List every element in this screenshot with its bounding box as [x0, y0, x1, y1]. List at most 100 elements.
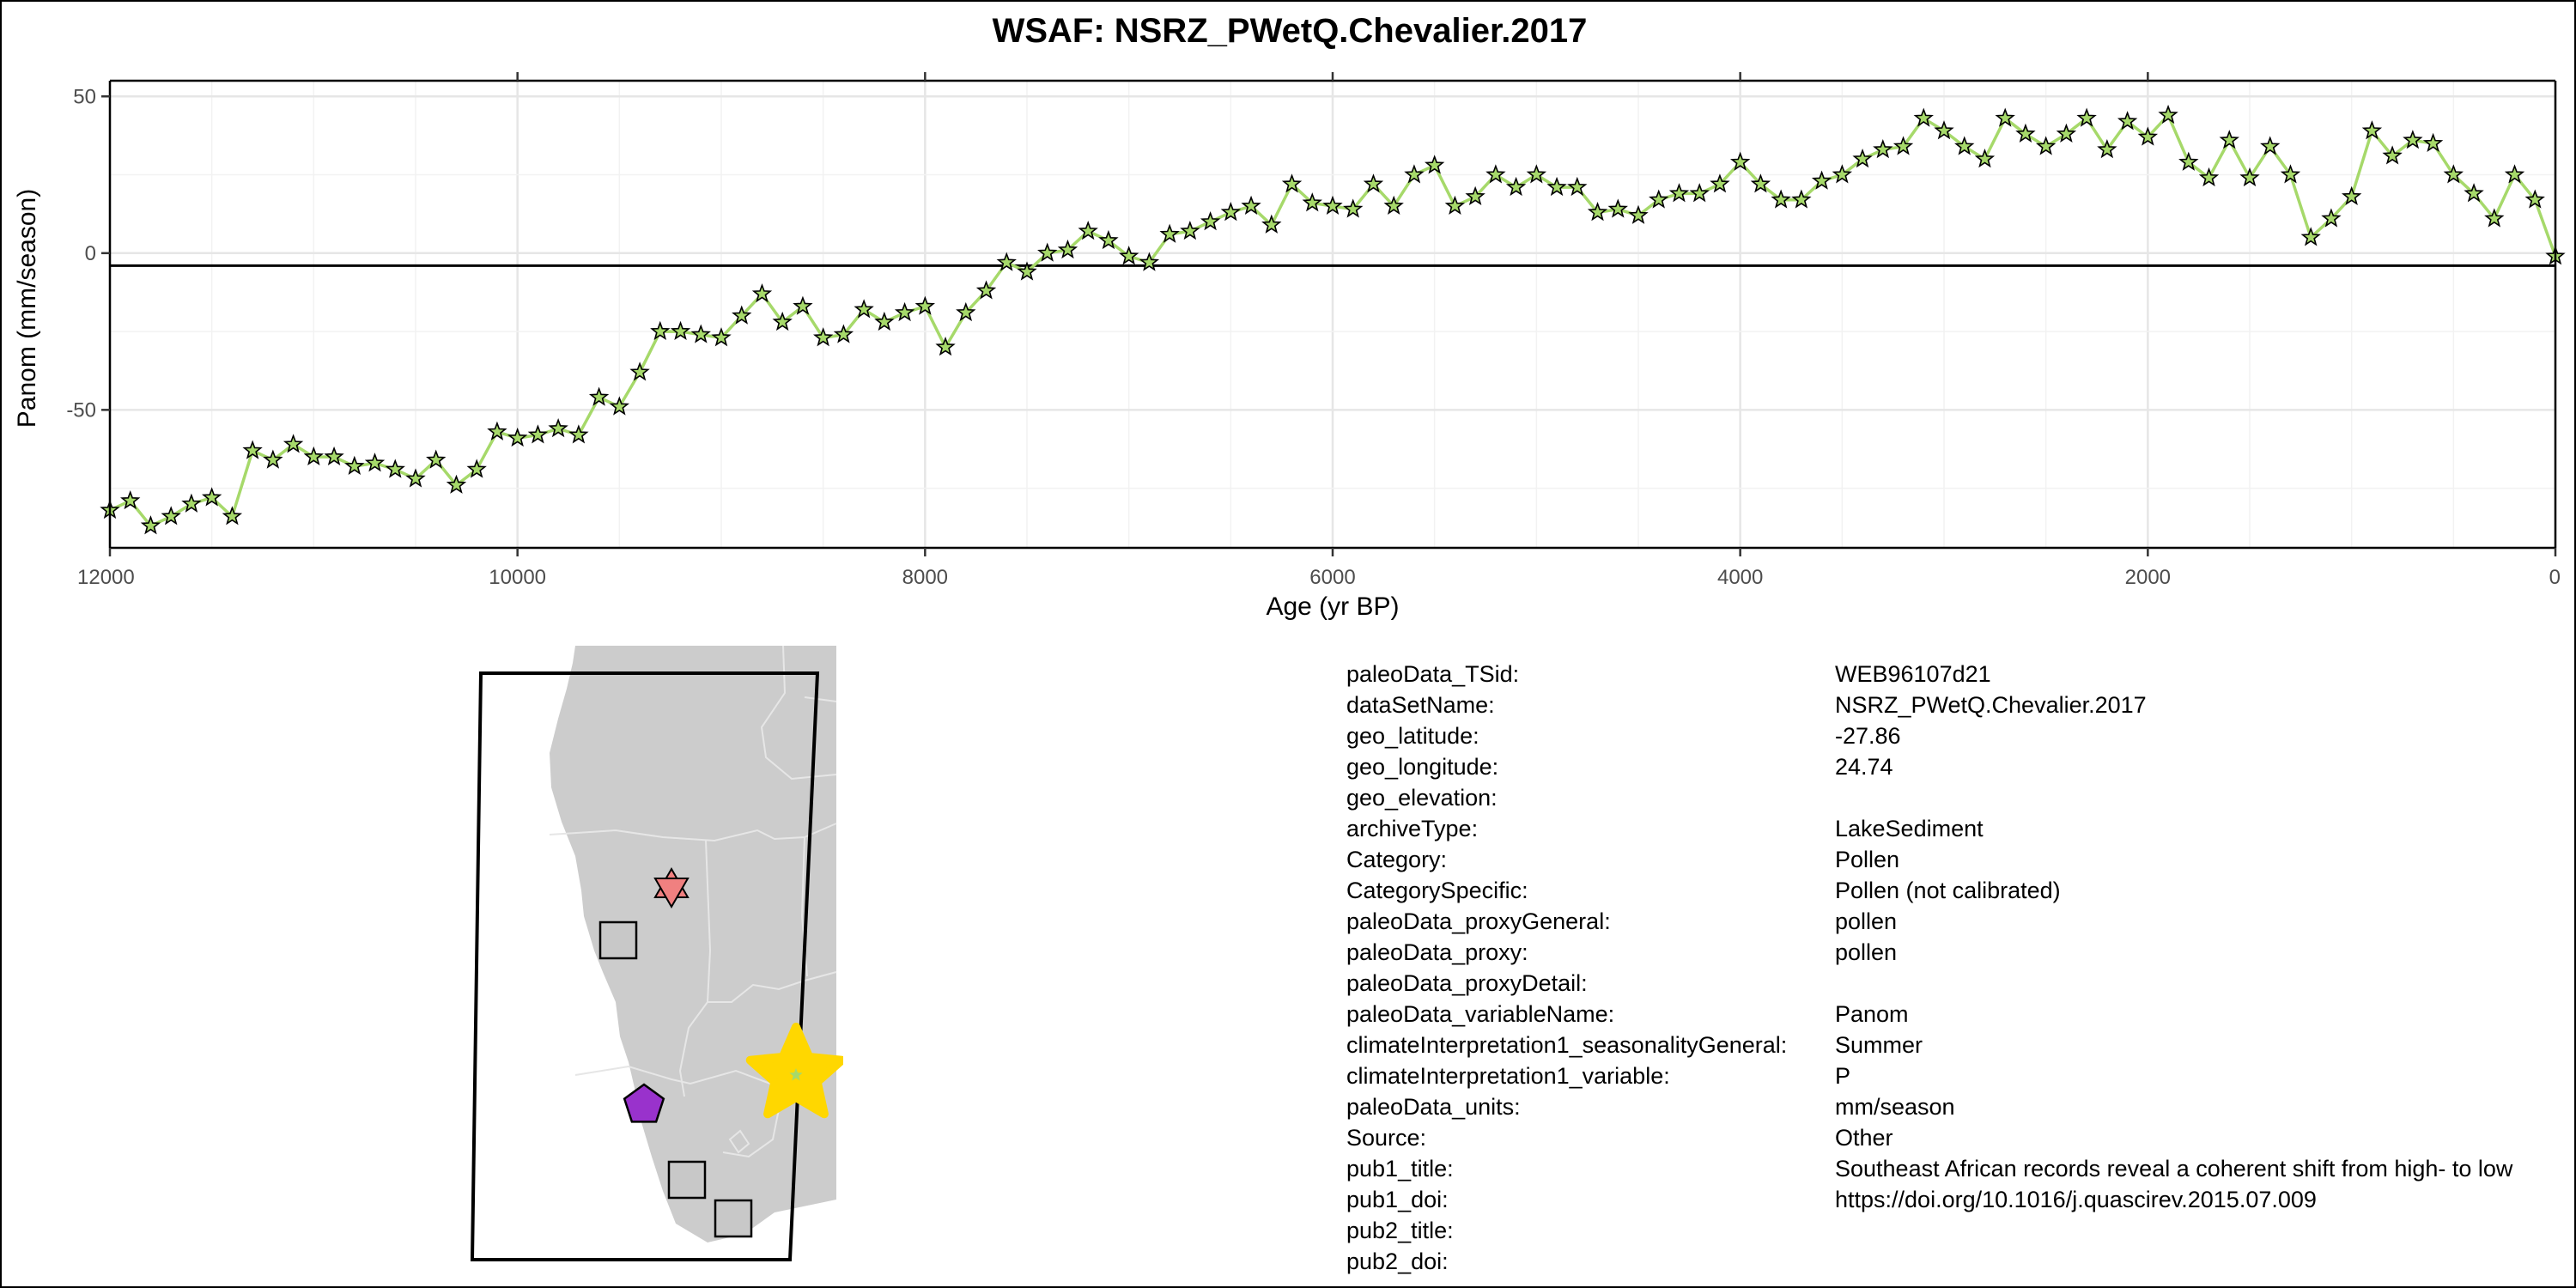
data-point: [426, 449, 447, 469]
data-point: [1078, 220, 1098, 240]
data-point: [1404, 164, 1425, 184]
metadata-value: Pollen: [1835, 847, 1900, 872]
timeseries-plot: 12000 10000 8000 6000 4000 2000 0 50 0 -50: [66, 72, 2566, 589]
metadata-key: CategorySpecific:: [1346, 878, 1528, 903]
country-border: [708, 971, 837, 1003]
site-marker-pentagon: [623, 1083, 665, 1123]
country-border: [804, 696, 837, 702]
data-point: [609, 396, 630, 416]
metadata-key: pub1_title:: [1346, 1156, 1454, 1182]
y-axis-label: Panom (mm/season): [13, 188, 41, 428]
data-point: [996, 252, 1017, 271]
y-tick-label: -50: [66, 398, 96, 422]
data-point: [1811, 170, 1832, 190]
data-point: [527, 424, 549, 444]
data-point: [2321, 208, 2342, 228]
data-point: [914, 295, 936, 315]
data-point: [1241, 195, 1261, 215]
metadata-value: LakeSediment: [1835, 816, 1984, 841]
data-point: [588, 386, 610, 406]
data-point: [711, 327, 732, 347]
metadata-value: pollen: [1835, 908, 1898, 934]
data-point: [1281, 173, 1303, 193]
country-border: [705, 840, 712, 1003]
metadata-key: paleoData_proxy:: [1346, 939, 1528, 965]
data-point: [2035, 136, 2057, 155]
data-point: [2382, 145, 2403, 165]
data-point: [1465, 185, 1485, 206]
site-marker-square: [598, 920, 638, 960]
metadata-value: Southeast African records reveal a coher…: [1835, 1156, 2513, 1182]
data-point: [2260, 136, 2281, 155]
data-point: [1791, 189, 1812, 209]
data-point: [874, 311, 895, 331]
data-point: [283, 434, 304, 453]
country-border: [549, 823, 837, 842]
data-point: [405, 468, 426, 488]
metadata-key: pub2_title:: [1346, 1218, 1454, 1243]
metadata-key: paleoData_proxyDetail:: [1346, 970, 1588, 996]
metadata-value: https://doi.org/10.1016/j.quascirev.2015…: [1835, 1187, 2317, 1212]
y-tick-label: 50: [73, 85, 96, 108]
metadata-value: Pollen (not calibrated): [1835, 878, 2061, 903]
x-tick-label: 6000: [1309, 566, 1355, 589]
data-point: [1322, 195, 1343, 215]
data-point: [2097, 139, 2117, 159]
metadata-key: climateInterpretation1_variable:: [1346, 1063, 1670, 1089]
data-point: [507, 427, 528, 447]
metadata-key: Source:: [1346, 1125, 1427, 1151]
data-point: [1546, 176, 1567, 197]
data-point: [2198, 167, 2220, 187]
data-point: [1200, 211, 1221, 231]
site-marker-square: [714, 1199, 753, 1238]
metadata-key: archiveType:: [1346, 816, 1479, 841]
data-point: [670, 320, 691, 341]
data-point: [2158, 104, 2178, 125]
data-point: [2403, 130, 2423, 149]
x-tick-label: 0: [2549, 566, 2561, 589]
data-point: [793, 295, 813, 315]
x-tick-label: 8000: [902, 566, 948, 589]
metadata-value: 24.74: [1835, 754, 1893, 780]
x-axis-label: Age (yr BP): [1266, 592, 1400, 621]
data-point: [1180, 220, 1200, 240]
data-point: [1261, 214, 1282, 234]
data-point: [120, 489, 141, 510]
chart-title: WSAF: NSRZ_PWetQ.Chevalier.2017: [992, 12, 1588, 50]
metadata-value: P: [1835, 1063, 1851, 1089]
data-point: [1383, 195, 1404, 215]
map-bounding-box: [470, 671, 820, 1261]
y-tick-label: 0: [85, 242, 96, 265]
data-point: [2464, 183, 2484, 203]
data-point: [2504, 164, 2525, 184]
data-point: [1567, 176, 1588, 197]
data-point: [690, 324, 711, 343]
metadata-value: mm/season: [1835, 1094, 1955, 1120]
metadata-value: -27.86: [1835, 723, 1901, 749]
data-point: [303, 446, 325, 466]
data-point: [1689, 183, 1710, 203]
data-point: [1118, 246, 1139, 265]
data-point: [2341, 185, 2362, 206]
metadata-value: Panom: [1835, 1001, 1909, 1027]
x-tick-label: 2000: [2125, 566, 2171, 589]
data-point: [2117, 111, 2138, 131]
data-point: [2361, 120, 2383, 140]
site-marker-square: [667, 1160, 707, 1200]
data-point: [956, 301, 976, 322]
data-point: [1913, 107, 1934, 127]
data-point: [894, 301, 915, 322]
metadata-key: geo_latitude:: [1346, 723, 1479, 749]
data-point: [629, 361, 650, 381]
data-point: [854, 299, 874, 319]
country-border: [728, 1129, 750, 1154]
metadata-key: pub2_doi:: [1346, 1249, 1449, 1274]
country-border: [678, 1001, 708, 1097]
data-point: [2484, 208, 2505, 228]
data-point: [568, 424, 589, 444]
data-point: [222, 506, 243, 526]
data-point: [1302, 192, 1322, 212]
data-point: [1893, 136, 1914, 155]
data-point: [751, 283, 773, 303]
